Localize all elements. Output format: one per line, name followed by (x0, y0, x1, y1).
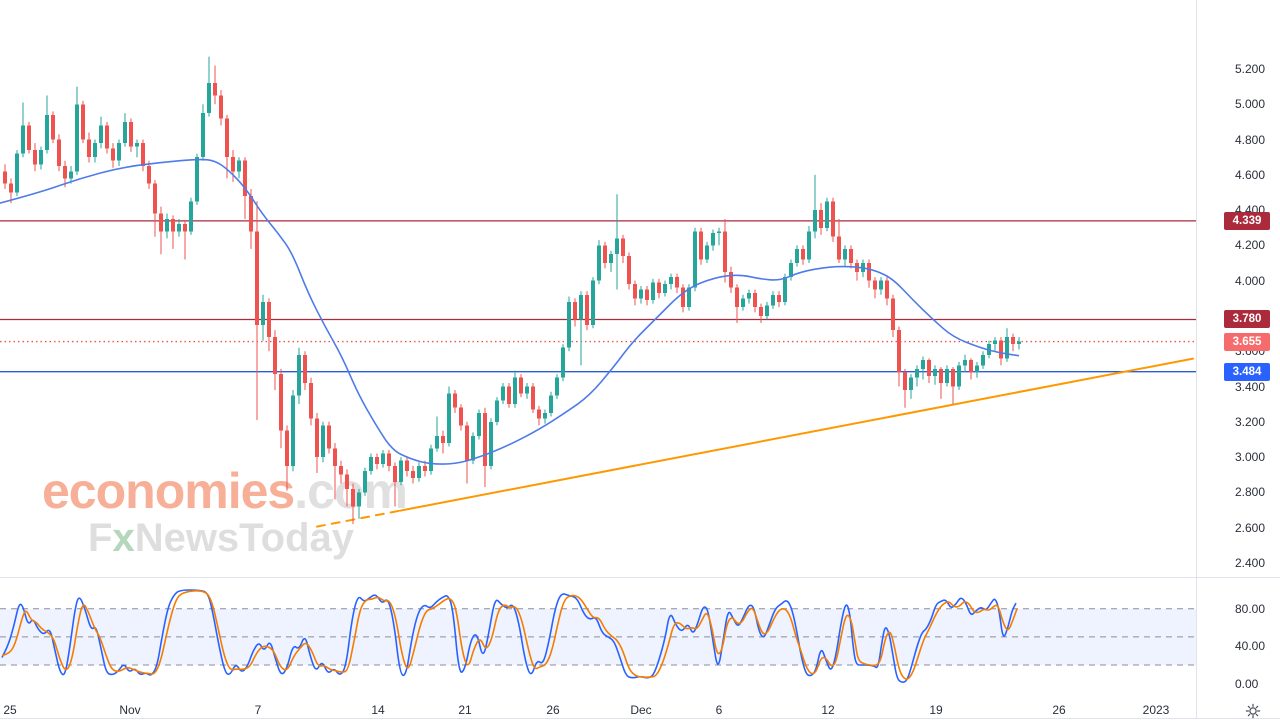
watermark-x-glyph: x (112, 516, 135, 560)
trendline (399, 357, 1194, 512)
watermark-f: F (88, 516, 113, 560)
gear-glyph (1245, 703, 1261, 719)
watermark-rest: NewsToday (134, 516, 355, 560)
watermark-line2: FxNewsToday (88, 518, 407, 558)
trendline-dashed-start (316, 509, 401, 528)
settings-gear-icon[interactable] (1245, 703, 1261, 724)
moving-average-line (0, 158, 1020, 465)
stochastic-d-line (1, 589, 1018, 680)
candles-layer (3, 56, 1021, 525)
watermark-brand: economies (42, 463, 295, 519)
stochastic-k-line (1, 589, 1017, 683)
